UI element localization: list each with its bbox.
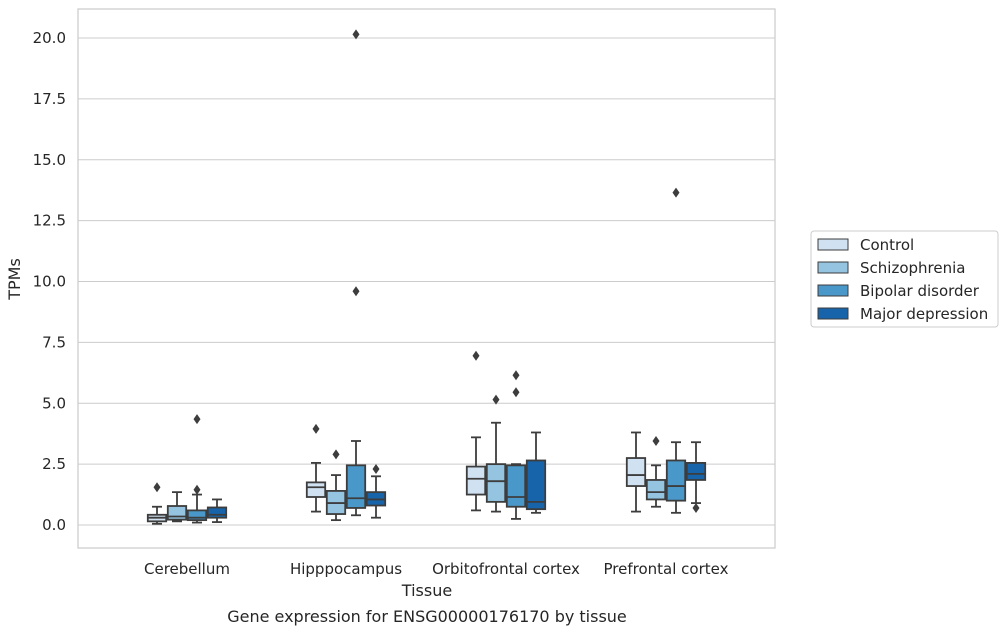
- box-group: [186, 414, 208, 524]
- y-tick-label: 15.0: [33, 151, 66, 169]
- legend-swatch: [817, 307, 849, 320]
- box: [305, 481, 327, 498]
- box: [625, 457, 647, 487]
- box-group: [525, 431, 547, 514]
- legend-frame: [810, 230, 999, 328]
- outlier-point: [352, 29, 360, 40]
- outlier-point: [512, 387, 520, 398]
- box-group: [625, 431, 647, 513]
- box-group: [166, 491, 188, 523]
- legend-label: Schizophrenia: [860, 259, 965, 277]
- box-group: [505, 370, 527, 520]
- legend-label: Bipolar disorder: [860, 282, 980, 300]
- chart-caption: Gene expression for ENSG00000176170 by t…: [227, 607, 627, 626]
- legend-label: Major depression: [860, 305, 988, 323]
- box: [665, 459, 687, 502]
- boxes: [146, 29, 707, 525]
- grid-lines: [78, 37, 775, 526]
- outlier-point: [193, 484, 201, 495]
- box-group: [206, 498, 228, 523]
- outlier-point: [512, 370, 520, 381]
- x-tick-label: Cerebellum: [144, 560, 230, 578]
- box: [645, 479, 667, 501]
- legend-swatch: [817, 238, 849, 251]
- box-group: [305, 423, 327, 513]
- y-tick-label: 20.0: [33, 29, 66, 47]
- outlier-point: [193, 414, 201, 425]
- outlier-point: [492, 394, 500, 405]
- outlier-point: [312, 423, 320, 434]
- box: [685, 462, 707, 481]
- box-group: [645, 435, 667, 508]
- y-tick-label: 10.0: [33, 273, 66, 291]
- box-group: [685, 441, 707, 513]
- outlier-point: [692, 502, 700, 513]
- box: [345, 464, 367, 509]
- y-tick-label: 7.5: [42, 333, 66, 351]
- box-group: [345, 29, 367, 517]
- y-tick-label: 12.5: [33, 212, 66, 230]
- box-group: [485, 394, 507, 513]
- outlier-point: [472, 350, 480, 361]
- outlier-point: [652, 435, 660, 446]
- outlier-point: [672, 187, 680, 198]
- x-tick-label: Hipppocampus: [290, 560, 402, 578]
- y-tick-label: 2.5: [42, 455, 66, 473]
- legend-label: Control: [860, 236, 914, 254]
- legend-swatch: [817, 284, 849, 297]
- box-group: [665, 187, 687, 514]
- plot-frame: [77, 8, 776, 549]
- y-tick-label: 17.5: [33, 90, 66, 108]
- box: [505, 464, 527, 508]
- box: [485, 463, 507, 503]
- box: [206, 506, 228, 519]
- box: [465, 465, 487, 496]
- outlier-point: [332, 449, 340, 460]
- y-tick-labels: 0.0 2.5 5.0 7.5 10.0 12.5 15.0 17.5 20.0: [33, 29, 66, 534]
- box-group: [325, 449, 347, 522]
- y-axis-label: TPMs: [5, 258, 24, 301]
- box: [166, 505, 188, 521]
- x-tick-label: Prefrontal cortex: [604, 560, 729, 578]
- box-group: [146, 482, 168, 525]
- box-group: [465, 350, 487, 512]
- box: [525, 459, 547, 511]
- x-tick-labels: Cerebellum Hipppocampus Orbitofrontal cort…: [144, 560, 729, 578]
- x-tick-label: Orbitofrontal cortex: [432, 560, 580, 578]
- outlier-point: [352, 286, 360, 297]
- legend-swatch: [817, 261, 849, 274]
- legend: Control Schizophrenia Bipolar disorder Majo…: [810, 230, 999, 328]
- y-tick-label: 0.0: [42, 516, 66, 534]
- y-tick-label: 5.0: [42, 394, 66, 412]
- x-axis-label: Tissue: [401, 581, 452, 600]
- outlier-point: [372, 463, 380, 474]
- box: [186, 509, 208, 522]
- outlier-point: [153, 482, 161, 493]
- box-group: [365, 463, 387, 519]
